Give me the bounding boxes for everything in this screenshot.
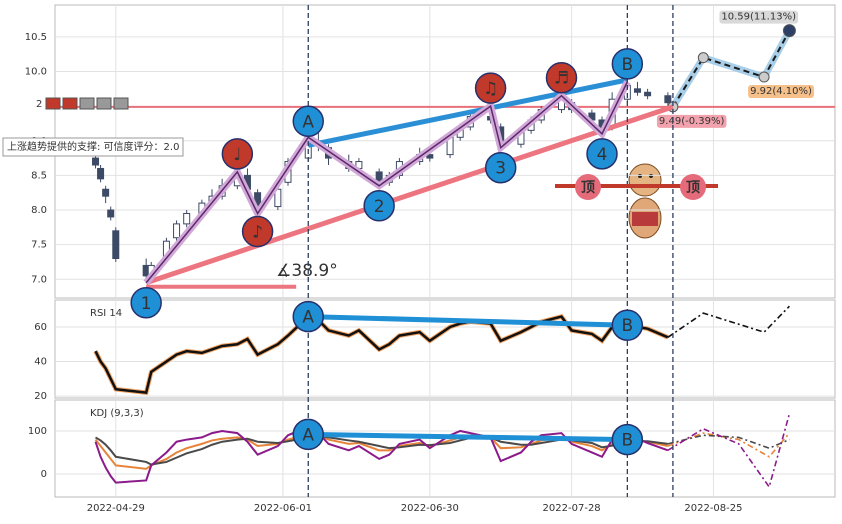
y-tick-label: 100 <box>28 426 47 437</box>
angle-label: ∡38.9° <box>276 261 338 281</box>
wave-marker-label: 4 <box>597 145 608 165</box>
value-label: 9.92(4.10%) <box>750 86 812 97</box>
forecast-point <box>782 24 796 38</box>
kdj-panel <box>54 399 836 498</box>
point-marker-label: B <box>622 55 634 75</box>
forecast-point <box>697 52 709 64</box>
level-label: 2 <box>36 99 42 110</box>
wave-marker <box>484 151 517 184</box>
note-marker <box>221 138 254 170</box>
candle-body <box>173 223 181 239</box>
x-tick-label: 2022-08-25 <box>684 503 742 514</box>
x-tick-label: 2022-06-30 <box>401 503 459 514</box>
note-marker <box>545 61 578 94</box>
divergence-line <box>308 314 628 328</box>
support-box <box>2 137 184 157</box>
y-tick-label: 40 <box>34 357 47 368</box>
top-label: 顶 <box>686 180 700 196</box>
candle-body <box>183 212 191 225</box>
forecast-line <box>667 413 791 489</box>
candle-body <box>97 167 105 180</box>
forecast-band <box>669 27 793 111</box>
candle-body <box>633 88 641 93</box>
point-marker <box>611 423 644 456</box>
point-marker <box>292 105 324 138</box>
level-icon <box>96 97 112 110</box>
panel-title: KDJ (9,3,3) <box>90 408 144 419</box>
candle-body <box>664 95 672 104</box>
top-marker <box>680 174 706 200</box>
point-marker <box>292 300 324 333</box>
x-tick-label: 2022-04-29 <box>87 503 145 514</box>
candle-body <box>644 91 652 97</box>
point-marker-label: A <box>302 308 314 328</box>
forecast-line <box>667 305 790 338</box>
candle-body <box>426 154 434 159</box>
point-marker-label: B <box>622 431 634 451</box>
note-marker <box>241 215 274 248</box>
level-icon <box>45 97 61 110</box>
divergence-line <box>308 431 628 443</box>
y-tick-label: 60 <box>34 322 47 333</box>
y-tick-label: 8.5 <box>31 170 47 181</box>
y-tick-label: 10.5 <box>25 32 47 43</box>
note-marker-label: ♫ <box>483 79 498 99</box>
y-tick-label: 10.0 <box>25 66 47 77</box>
level-icon <box>79 97 95 110</box>
level-icon <box>113 97 129 110</box>
top-marker <box>575 174 601 200</box>
y-tick-label: 7.0 <box>31 274 47 285</box>
y-tick-label: 20 <box>34 391 47 402</box>
wave-marker-label: 1 <box>141 294 152 314</box>
point-marker-label: A <box>302 112 314 132</box>
y-tick-label: 8.0 <box>31 205 47 216</box>
candle-body <box>92 157 100 166</box>
point-marker <box>611 309 644 341</box>
resistance-line <box>307 77 628 148</box>
value-label: 9.49(-0.39%) <box>659 116 725 127</box>
candle-body <box>102 188 110 197</box>
candle-body <box>112 230 120 260</box>
x-tick-label: 2022-07-28 <box>543 503 601 514</box>
note-marker-label: ♩ <box>233 145 241 165</box>
value-label-box <box>748 85 815 99</box>
y-tick-label: 0 <box>41 469 47 480</box>
panel-title: RSI 14 <box>90 308 122 319</box>
wave-marker <box>130 287 162 319</box>
support-text: 上涨趋势提供的支撑: 可信度评分：2.0 <box>7 140 179 153</box>
forecast-point <box>758 71 770 83</box>
forecast-line <box>667 432 791 458</box>
wave-marker <box>363 190 395 222</box>
forecast-line <box>667 434 790 450</box>
wave-line <box>145 81 629 284</box>
candle-body <box>107 209 115 218</box>
note-marker-label: ♪ <box>252 222 263 242</box>
point-marker <box>292 418 324 451</box>
value-label-box <box>719 10 799 24</box>
note-marker-label: ♬ <box>554 69 569 89</box>
over-layer: RSI 14 KDJ (9,3,3) 9.49(-0.39%) 9.92(4.10%)… <box>2 5 815 497</box>
support-line <box>145 104 674 286</box>
point-marker-label: A <box>302 425 314 445</box>
point-marker <box>611 48 644 80</box>
rsi-panel <box>54 299 836 399</box>
wave-marker <box>586 138 618 170</box>
x-tick-label: 2022-06-01 <box>254 503 312 514</box>
point-marker-label: B <box>622 316 634 336</box>
wave-marker-label: 3 <box>495 159 506 179</box>
note-marker <box>474 72 507 104</box>
wave-marker-label: 2 <box>374 197 385 217</box>
top-label: 顶 <box>581 180 595 196</box>
value-label-box <box>656 114 727 128</box>
level-icon <box>62 97 78 110</box>
value-label: 10.59(11.13%) <box>721 12 796 23</box>
y-tick-label: 7.5 <box>31 240 47 251</box>
